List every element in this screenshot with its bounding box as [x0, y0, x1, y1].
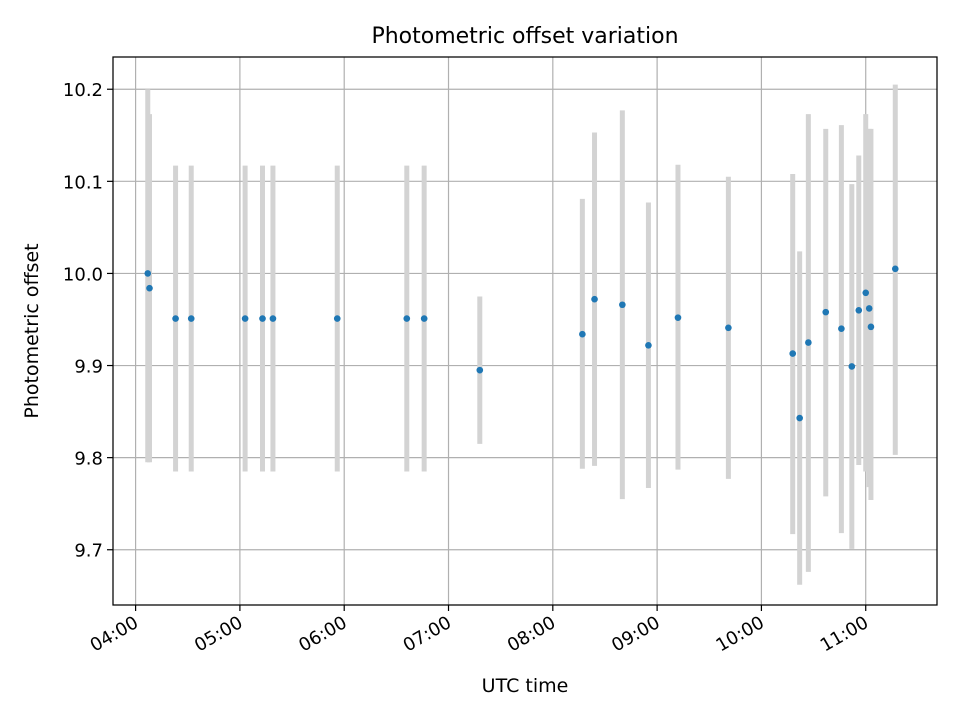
data-point [269, 315, 277, 322]
x-tick-label: 09:00 [608, 612, 663, 656]
y-tick-label: 10.1 [63, 172, 103, 193]
data-point [420, 315, 428, 322]
x-tick-label: 07:00 [400, 612, 455, 656]
error-bars [145, 84, 898, 585]
y-tick-label: 9.8 [74, 449, 103, 470]
data-point [848, 363, 856, 370]
x-tick-label: 08:00 [504, 612, 559, 656]
data-point [187, 315, 195, 322]
data-point [796, 414, 803, 422]
x-tick-label: 06:00 [295, 612, 350, 656]
x-tick-label: 05:00 [191, 612, 246, 656]
x-axis-label: UTC time [482, 675, 569, 697]
y-axis-label: Photometric offset [21, 243, 43, 418]
data-point [403, 315, 411, 322]
data-point [146, 284, 153, 292]
data-point [259, 315, 266, 322]
chart-title: Photometric offset variation [371, 24, 678, 49]
y-axis: 9.7 9.8 9.9 10.0 10.1 10.2 [63, 80, 113, 562]
data-point [476, 366, 484, 374]
data-point [241, 315, 249, 322]
data-point [789, 350, 797, 357]
data-point [333, 315, 341, 322]
data-point [645, 341, 652, 349]
data-point [579, 330, 586, 338]
data-point [838, 325, 845, 332]
data-point [591, 295, 598, 303]
x-axis: 04:00 05:00 06:00 07:00 08:00 09:00 10:00 11:00 [87, 605, 872, 656]
data-point [865, 305, 873, 312]
y-tick-label: 9.9 [74, 357, 103, 378]
data-point [144, 270, 152, 277]
data-point [822, 308, 830, 316]
data-point [172, 315, 179, 322]
x-tick-label: 10:00 [712, 612, 767, 656]
y-tick-label: 10.2 [63, 80, 103, 101]
x-tick-label: 04:00 [87, 612, 142, 656]
plot-frame [112, 56, 938, 606]
x-tick-label: 11:00 [817, 612, 872, 656]
data-point [891, 265, 899, 273]
data-point [862, 289, 870, 297]
data-point [674, 314, 682, 321]
data-point [867, 323, 875, 331]
data-point [805, 339, 812, 346]
grid [113, 57, 937, 605]
data-points [144, 265, 899, 422]
data-point [725, 324, 732, 332]
data-point [619, 301, 626, 309]
y-tick-label: 10.0 [63, 264, 103, 285]
y-tick-label: 9.7 [74, 541, 103, 562]
data-point [855, 306, 863, 314]
